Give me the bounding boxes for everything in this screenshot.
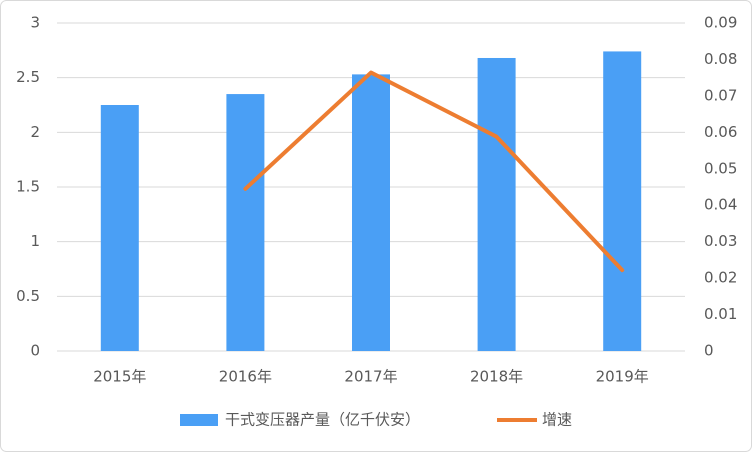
- y-tick-label: 0: [30, 342, 40, 360]
- x-tick-label: 2018年: [470, 368, 523, 386]
- y-tick-label: 1: [30, 232, 40, 250]
- y-tick-label: 1.5: [16, 178, 40, 196]
- x-tick-label: 2016年: [219, 368, 272, 386]
- x-tick-label: 2017年: [344, 368, 397, 386]
- legend-label: 干式变压器产量（亿千伏安）: [225, 411, 420, 429]
- y2-tick-label: 0.05: [704, 159, 737, 177]
- y2-tick-label: 0.08: [704, 50, 737, 68]
- y2-tick-label: 0.04: [704, 196, 737, 214]
- line: [243, 70, 625, 273]
- y2-tick-label: 0.01: [704, 305, 737, 323]
- legend-swatch: [180, 414, 218, 426]
- y-tick-label: 2.5: [16, 68, 40, 86]
- y2-tick-label: 0.06: [704, 123, 737, 141]
- bar: [352, 74, 390, 352]
- y-tick-label: 3: [30, 14, 40, 32]
- legend-label: 增速: [542, 411, 572, 429]
- y2-tick-label: 0.03: [704, 232, 737, 250]
- y-tick-label: 2: [30, 123, 40, 141]
- bar: [603, 51, 642, 351]
- y2-tick-label: 0.07: [704, 86, 737, 104]
- bar: [477, 57, 516, 352]
- x-tick-label: 2019年: [596, 368, 649, 386]
- y2-tick-label: 0: [704, 342, 714, 360]
- x-tick-label: 2015年: [93, 368, 146, 386]
- y2-tick-label: 0.09: [704, 14, 737, 32]
- bar: [226, 94, 265, 352]
- y-tick-label: 0.5: [16, 287, 40, 305]
- y2-tick-label: 0.02: [704, 269, 737, 287]
- bar: [100, 105, 139, 351]
